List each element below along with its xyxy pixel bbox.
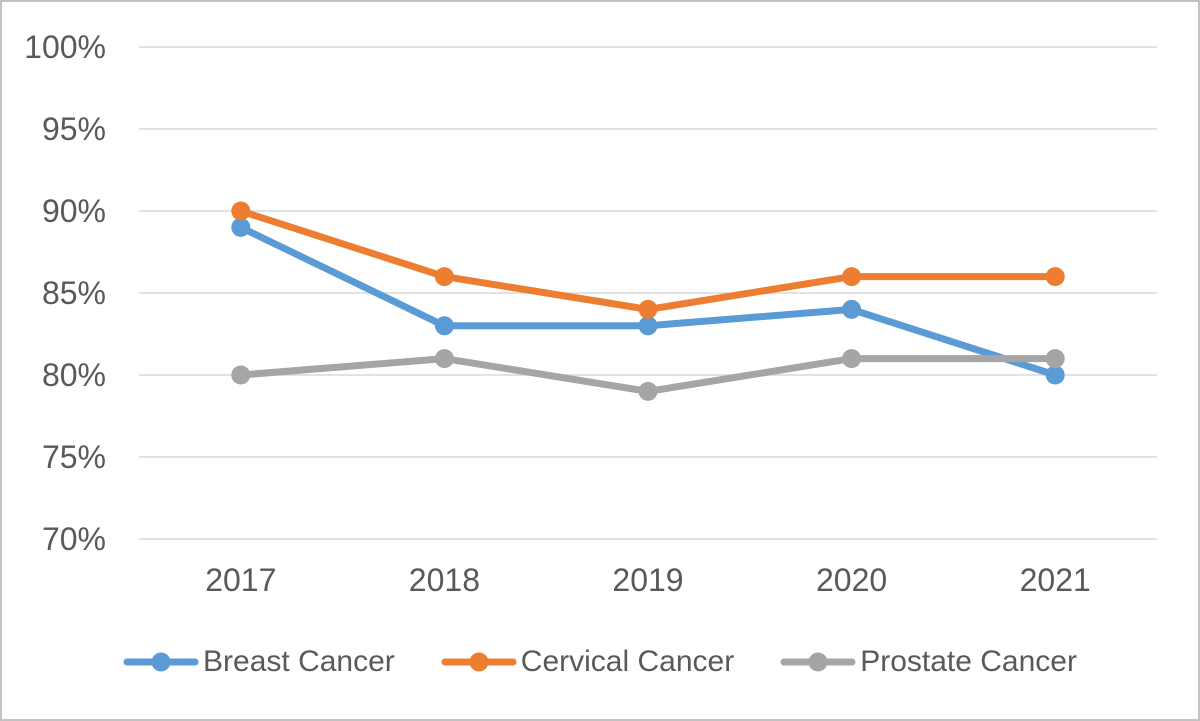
data-point-cervical-cancer-2019 xyxy=(638,299,658,319)
data-point-prostate-cancer-2017 xyxy=(231,365,251,385)
y-tick-95: 95% xyxy=(41,111,106,147)
legend-marker-prostate-cancer-icon xyxy=(780,652,856,672)
y-tick-85: 85% xyxy=(41,275,106,311)
data-point-cervical-cancer-2017 xyxy=(231,201,251,221)
data-point-cervical-cancer-2018 xyxy=(434,267,454,287)
x-tick-2021: 2021 xyxy=(1019,562,1091,598)
legend-item-prostate-cancer: Prostate Cancer xyxy=(780,644,1077,680)
y-tick-70: 70% xyxy=(41,521,106,557)
y-tick-80: 80% xyxy=(41,357,106,393)
y-tick-90: 90% xyxy=(41,193,106,229)
legend-marker-cervical-cancer-icon xyxy=(441,652,517,672)
series-line-cervical-cancer xyxy=(237,207,1059,313)
data-point-prostate-cancer-2021 xyxy=(1045,349,1065,369)
data-point-breast-cancer-2021 xyxy=(1045,365,1065,385)
plot-area xyxy=(139,46,1157,540)
legend-item-breast-cancer: Breast Cancer xyxy=(123,644,395,680)
x-tick-2020: 2020 xyxy=(816,562,888,598)
data-point-prostate-cancer-2019 xyxy=(638,381,658,401)
data-point-breast-cancer-2018 xyxy=(434,316,454,336)
data-point-breast-cancer-2017 xyxy=(231,217,251,237)
chart-legend: Breast Cancer Cervical Cancer Prostate Can… xyxy=(2,644,1198,680)
x-tick-2019: 2019 xyxy=(612,562,684,598)
data-point-prostate-cancer-2018 xyxy=(434,349,454,369)
y-tick-75: 75% xyxy=(41,439,106,475)
legend-label-breast-cancer: Breast Cancer xyxy=(203,645,395,678)
legend-marker-breast-cancer-icon xyxy=(123,652,199,672)
legend-label-prostate-cancer: Prostate Cancer xyxy=(860,645,1077,678)
x-tick-2017: 2017 xyxy=(205,562,277,598)
data-point-prostate-cancer-2020 xyxy=(842,349,862,369)
data-point-breast-cancer-2019 xyxy=(638,316,658,336)
legend-item-cervical-cancer: Cervical Cancer xyxy=(441,644,734,680)
data-point-cervical-cancer-2020 xyxy=(842,267,862,287)
y-tick-100: 100% xyxy=(24,29,106,65)
data-point-cervical-cancer-2021 xyxy=(1045,267,1065,287)
x-tick-2018: 2018 xyxy=(408,562,480,598)
data-point-breast-cancer-2020 xyxy=(842,299,862,319)
legend-label-cervical-cancer: Cervical Cancer xyxy=(520,645,735,678)
